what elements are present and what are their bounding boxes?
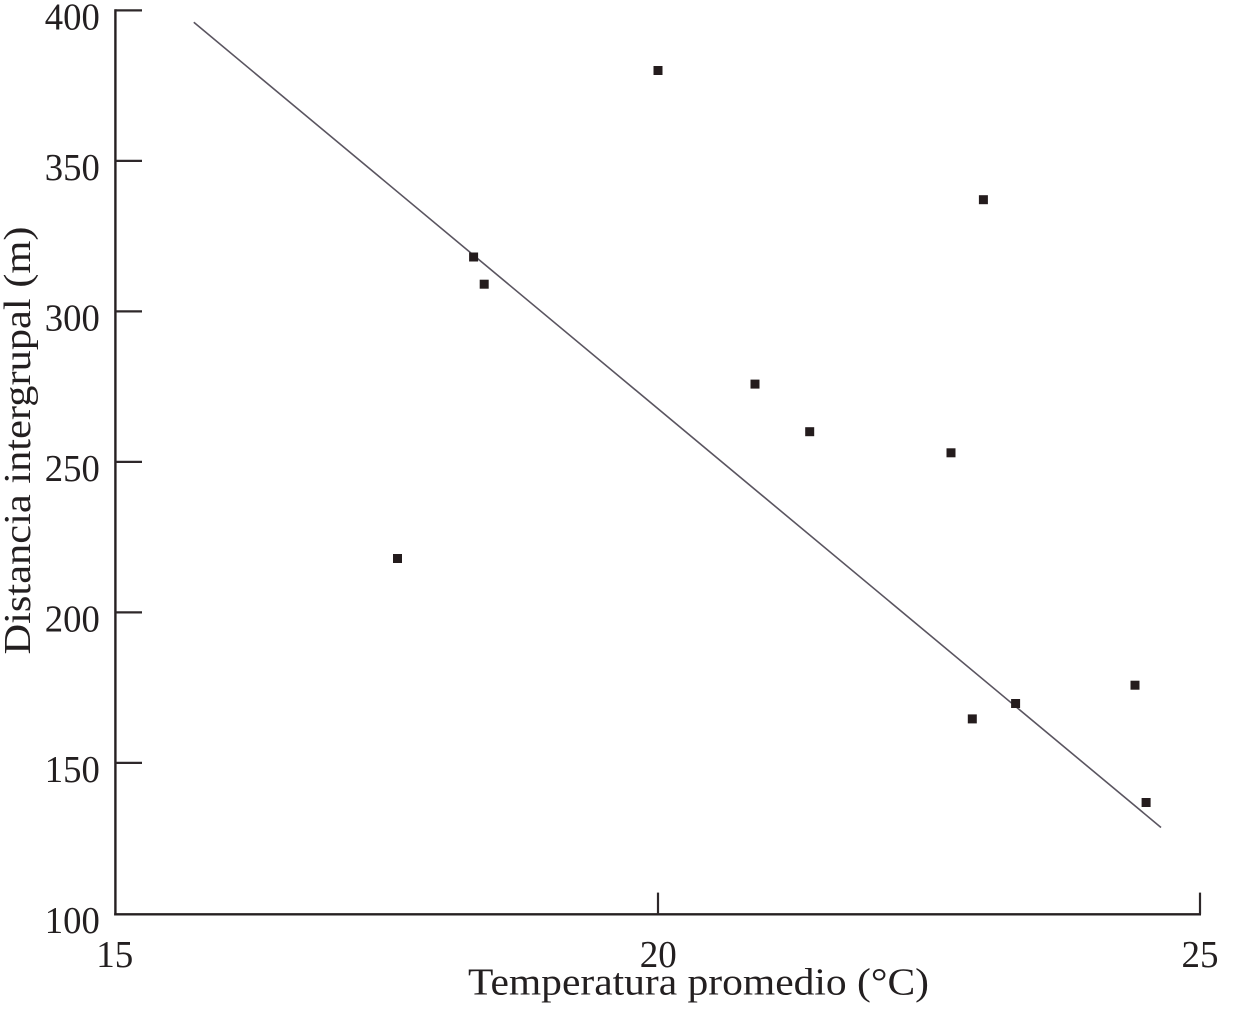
svg-text:Temperatura promedio (°C): Temperatura promedio (°C) [468,962,929,1004]
svg-text:400: 400 [45,0,100,39]
svg-text:20: 20 [640,934,677,976]
svg-text:250: 250 [45,448,100,490]
svg-text:200: 200 [45,599,100,641]
svg-text:100: 100 [45,900,100,942]
svg-text:350: 350 [45,147,100,189]
svg-text:15: 15 [96,934,133,976]
svg-text:Distancia intergrupal (m): Distancia intergrupal (m) [0,227,39,655]
svg-text:25: 25 [1182,934,1219,976]
svg-text:300: 300 [45,298,100,340]
svg-text:150: 150 [45,749,100,791]
